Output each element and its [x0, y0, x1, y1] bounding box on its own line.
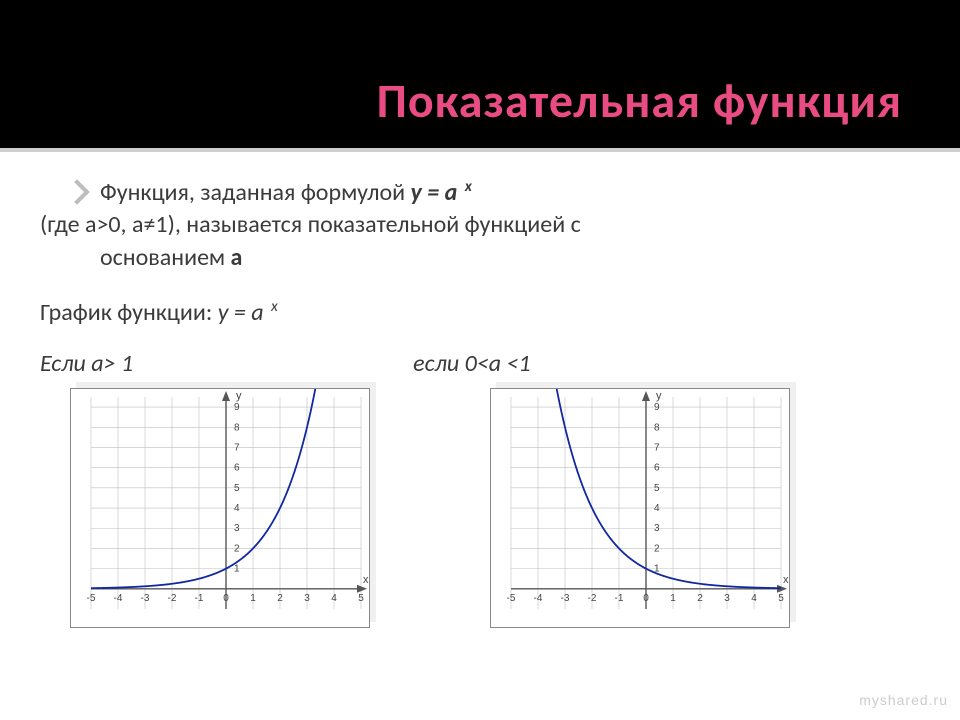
svg-text:2: 2: [697, 593, 703, 604]
svg-text:-1: -1: [615, 593, 624, 604]
condition-right: если 0<а <1: [413, 348, 530, 380]
svg-text:-5: -5: [507, 593, 516, 604]
svg-text:7: 7: [654, 442, 660, 453]
svg-text:3: 3: [234, 523, 240, 534]
svg-text:0: 0: [223, 593, 229, 604]
def-text-2b: основанием: [100, 243, 231, 272]
svg-text:2: 2: [277, 593, 283, 604]
svg-text:x: x: [363, 574, 369, 586]
svg-text:-5: -5: [87, 593, 96, 604]
definition-line-2b: основанием а: [40, 242, 920, 274]
svg-text:y: y: [236, 390, 242, 402]
svg-text:6: 6: [654, 463, 660, 474]
watermark: myshared.ru: [859, 692, 948, 708]
svg-text:5: 5: [654, 483, 660, 494]
svg-text:6: 6: [234, 463, 240, 474]
svg-text:1: 1: [234, 564, 240, 575]
chart-decay: -5-4-3-2-1012345123456789yx: [490, 388, 790, 628]
svg-text:1: 1: [250, 593, 256, 604]
svg-text:8: 8: [234, 422, 240, 433]
slide-header: Показательная функция: [0, 0, 960, 152]
graph-caption: График функции: у = а х: [40, 296, 920, 329]
svg-text:-1: -1: [195, 593, 204, 604]
svg-text:4: 4: [234, 503, 240, 514]
svg-text:2: 2: [654, 543, 660, 554]
slide-body: Функция, заданная формулой у = а х (где …: [0, 152, 960, 628]
formula-exponent-x: х: [465, 177, 472, 196]
chart-growth: -5 -4 -3 -2 -1 0 1 2 3 4 5 1 2 3 4 5 6 7 8 9y x: [70, 388, 370, 628]
svg-text:-2: -2: [588, 593, 597, 604]
svg-text:y: y: [656, 390, 662, 402]
charts-row: -5-4-3-2-1012345123456789yx -5-4-3-2-101…: [70, 388, 920, 628]
svg-text:4: 4: [751, 593, 757, 604]
svg-text:2: 2: [234, 543, 240, 554]
svg-text:3: 3: [304, 593, 310, 604]
condition-left: Если а> 1: [40, 348, 133, 380]
graph-caption-text: График функции:: [40, 298, 218, 327]
bullet-icon: [64, 179, 89, 204]
svg-text:9: 9: [654, 402, 660, 413]
def-text-1: Функция, заданная формулой: [100, 178, 411, 207]
svg-text:4: 4: [331, 593, 337, 604]
svg-text:9: 9: [234, 402, 240, 413]
graph-formula: у = а: [218, 298, 264, 327]
page-title: Показательная функция: [377, 71, 902, 130]
graph-formula-exp: х: [271, 297, 278, 316]
svg-text:3: 3: [724, 593, 730, 604]
svg-text:-3: -3: [141, 593, 150, 604]
formula-y-eq-a: у = а: [411, 178, 458, 207]
svg-text:7: 7: [234, 442, 240, 453]
conditions-row: Если а> 1 если 0<а <1: [40, 348, 920, 380]
svg-text:5: 5: [234, 483, 240, 494]
svg-text:-3: -3: [561, 593, 570, 604]
base-a: а: [231, 243, 243, 272]
svg-text:1: 1: [670, 593, 676, 604]
svg-text:-2: -2: [168, 593, 177, 604]
definition-line-1: Функция, заданная формулой у = а х: [40, 176, 920, 209]
svg-text:-4: -4: [534, 593, 543, 604]
svg-text:4: 4: [654, 503, 660, 514]
definition-line-2: (где а>0, а≠1), называется показательной…: [40, 209, 920, 241]
svg-text:-4: -4: [114, 593, 123, 604]
svg-text:5: 5: [358, 593, 364, 604]
svg-text:5: 5: [778, 593, 784, 604]
def-text-2: (где а>0, а≠1), называется показательной…: [40, 210, 581, 239]
svg-text:x: x: [783, 574, 789, 586]
svg-text:0: 0: [643, 593, 649, 604]
svg-text:3: 3: [654, 523, 660, 534]
svg-text:8: 8: [654, 422, 660, 433]
